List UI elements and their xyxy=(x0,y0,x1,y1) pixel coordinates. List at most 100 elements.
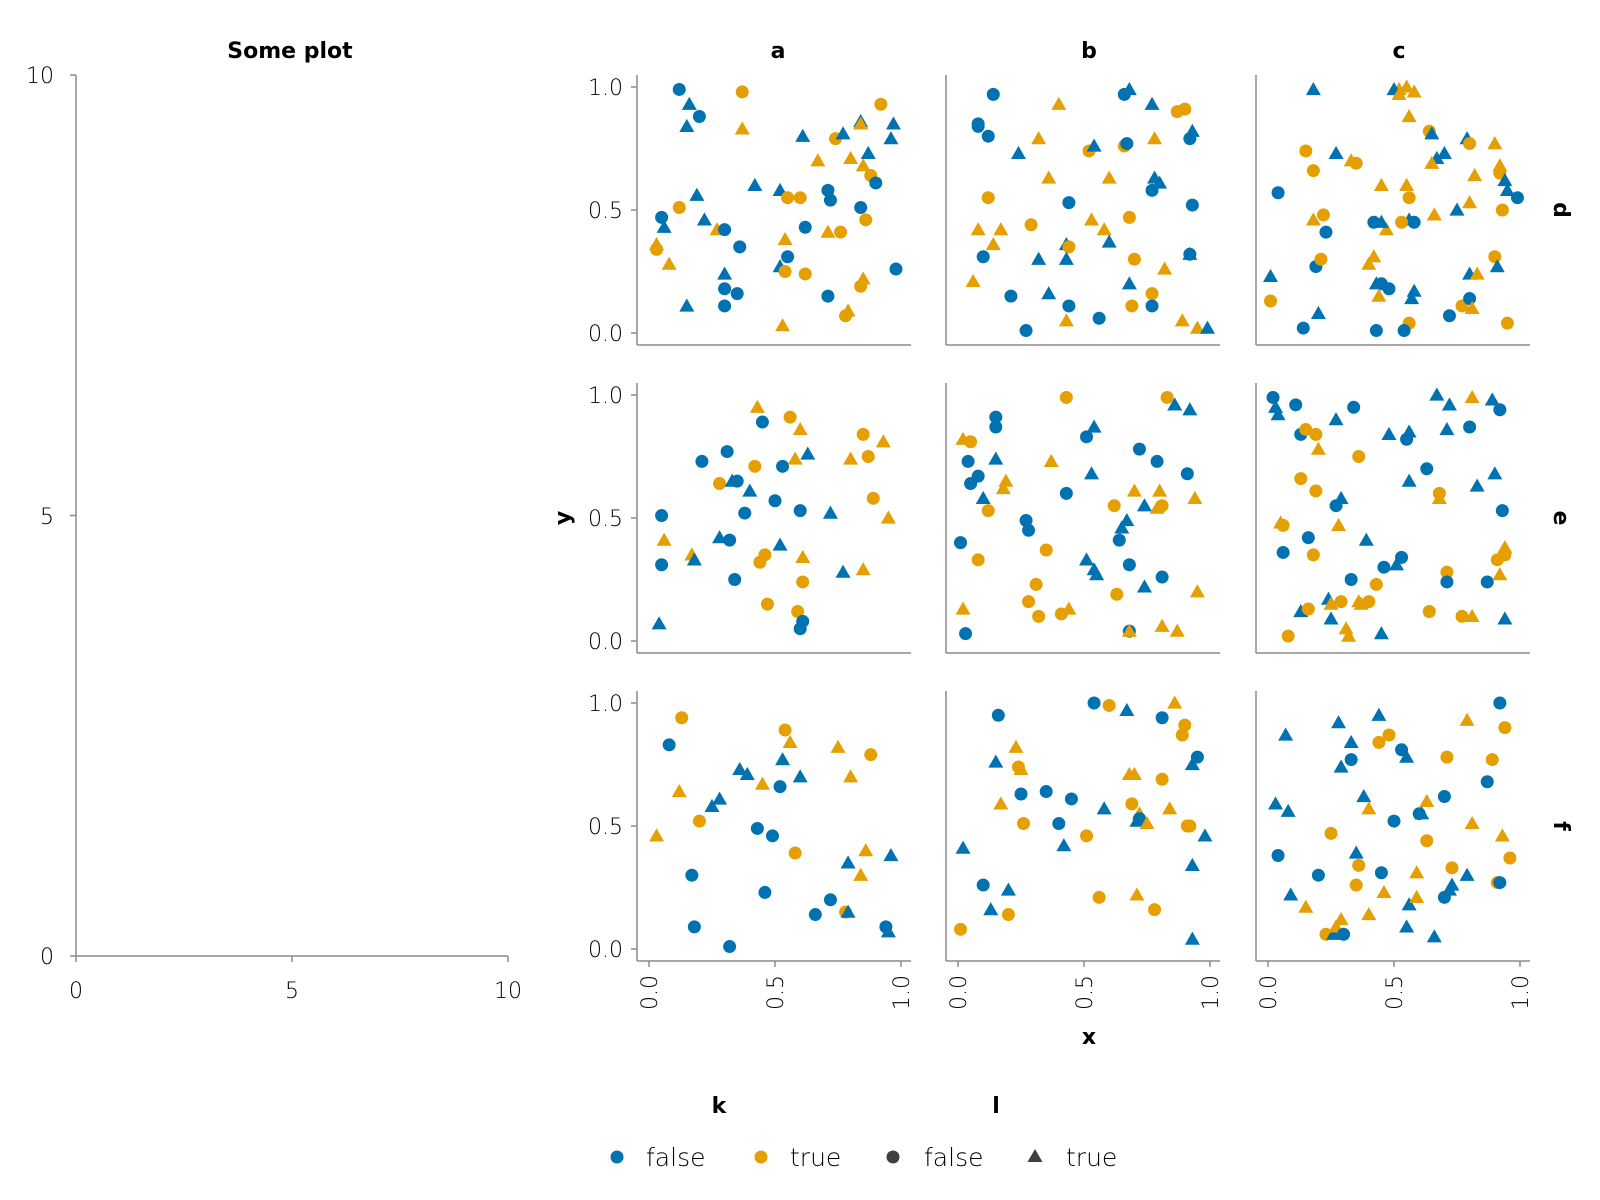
y-tick-label: 0.5 xyxy=(588,507,623,532)
legend-title-l: l xyxy=(992,1094,1000,1119)
data-point-triangle xyxy=(1467,168,1483,182)
data-point-circle xyxy=(823,193,837,207)
data-point-circle xyxy=(1485,753,1499,767)
data-point-circle xyxy=(1062,240,1076,254)
data-point-triangle xyxy=(1497,172,1513,187)
data-point-circle xyxy=(1092,890,1106,904)
data-point-circle xyxy=(1503,851,1517,865)
data-point-triangle xyxy=(1404,291,1420,305)
data-point-triangle xyxy=(1121,623,1137,637)
data-point-circle xyxy=(1183,819,1197,833)
data-point-triangle xyxy=(689,187,705,201)
data-point-triangle xyxy=(1399,749,1415,763)
data-point-triangle xyxy=(1343,734,1359,748)
data-point-triangle xyxy=(1152,175,1168,189)
data-point-triangle xyxy=(1459,867,1475,881)
data-point-circle xyxy=(796,575,810,589)
data-point-triangle xyxy=(1197,828,1213,842)
x-axis-title: x xyxy=(1082,1025,1096,1050)
data-point-triangle xyxy=(1058,251,1074,265)
data-point-circle xyxy=(793,504,807,518)
data-point-triangle xyxy=(1361,256,1377,270)
data-point-triangle xyxy=(734,121,750,135)
data-point-triangle xyxy=(1147,131,1163,145)
x-tick-label: 0.5 xyxy=(764,975,789,1010)
data-point-circle xyxy=(823,893,837,907)
data-point-circle xyxy=(989,420,1003,434)
data-point-circle xyxy=(964,435,978,449)
data-point-circle xyxy=(718,223,732,237)
data-point-circle xyxy=(1324,826,1338,840)
data-point-circle xyxy=(854,201,868,215)
data-point-triangle xyxy=(1376,884,1392,899)
data-point-circle xyxy=(1019,513,1033,527)
data-point-triangle xyxy=(1426,207,1442,221)
data-point-circle xyxy=(1276,518,1290,532)
data-point-triangle xyxy=(712,791,728,805)
data-point-triangle xyxy=(717,266,733,280)
data-point-triangle xyxy=(1031,251,1047,265)
data-point-triangle xyxy=(875,434,891,448)
data-point-triangle xyxy=(1401,424,1417,438)
y-tick-label: 0 xyxy=(40,945,54,970)
data-point-triangle xyxy=(998,473,1014,487)
data-point-triangle xyxy=(1489,259,1505,273)
facet-grid: a b c d e f y x 0.0 0.5 1.0 0.0 0.5 1.0 0.0 0.5… xyxy=(551,39,1573,1050)
data-point-circle xyxy=(1498,721,1512,735)
legend-entry-k-true: true xyxy=(754,1143,841,1172)
data-point-circle xyxy=(730,287,744,301)
data-point-triangle xyxy=(1414,806,1430,820)
data-point-triangle xyxy=(880,510,896,524)
data-point-triangle xyxy=(1149,500,1165,514)
data-point-triangle xyxy=(1199,320,1215,334)
data-point-triangle xyxy=(749,399,765,413)
data-point-triangle xyxy=(1139,816,1155,830)
data-point-triangle xyxy=(1323,596,1339,610)
y-tick-label: 1.0 xyxy=(588,76,623,101)
data-point-circle xyxy=(765,829,779,843)
data-point-triangle xyxy=(1043,453,1059,468)
data-point-circle xyxy=(1495,203,1509,217)
data-point-circle xyxy=(1160,390,1174,404)
data-point-circle xyxy=(718,299,732,313)
data-point-triangle xyxy=(1058,313,1074,327)
data-point-triangle xyxy=(1051,96,1067,110)
data-point-circle xyxy=(1087,696,1101,710)
data-point-circle xyxy=(1480,575,1494,589)
data-point-triangle xyxy=(955,840,971,854)
data-point-triangle xyxy=(858,843,874,857)
data-point-circle xyxy=(1480,775,1494,789)
data-point-triangle xyxy=(810,153,826,167)
data-point-circle xyxy=(1347,400,1361,414)
data-point-triangle xyxy=(1182,246,1198,260)
data-point-circle xyxy=(1064,792,1078,806)
data-point-circle xyxy=(1306,548,1320,562)
legend-marker-triangle xyxy=(1027,1149,1043,1162)
data-point-triangle xyxy=(732,761,748,776)
data-point-triangle xyxy=(1389,557,1405,571)
data-point-triangle xyxy=(853,116,869,130)
data-point-circle xyxy=(672,82,686,96)
legend-marker-color-false xyxy=(610,1150,624,1164)
data-point-circle xyxy=(1150,454,1164,468)
data-point-triangle xyxy=(1283,887,1299,901)
data-point-circle xyxy=(1369,577,1383,591)
data-point-circle xyxy=(1344,573,1358,586)
data-point-circle xyxy=(1039,543,1053,557)
data-point-triangle xyxy=(1010,145,1026,160)
data-point-circle xyxy=(981,191,995,205)
data-point-triangle xyxy=(1169,623,1185,637)
data-point-circle xyxy=(662,738,676,752)
data-point-circle xyxy=(976,250,990,264)
data-point-circle xyxy=(672,201,686,215)
left-plot: Some plot 0 5 10 0 5 10 xyxy=(26,39,522,1004)
data-point-triangle xyxy=(1429,387,1445,401)
data-point-triangle xyxy=(1184,757,1200,771)
data-point-circle xyxy=(758,885,772,899)
data-point-triangle xyxy=(1189,320,1205,334)
facet-row-titles: d e f xyxy=(1548,202,1573,831)
data-point-triangle xyxy=(993,222,1009,236)
facet-panel-a-e: 0.0 0.5 1.0 xyxy=(588,383,911,655)
data-point-circle xyxy=(1185,198,1199,212)
